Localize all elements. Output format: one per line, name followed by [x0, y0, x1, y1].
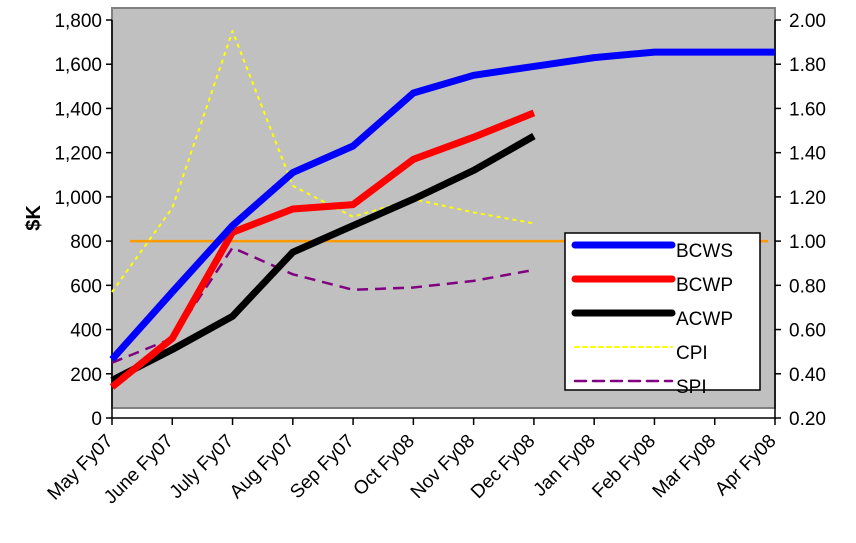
x-tick-label: Aug Fy07 — [226, 431, 298, 503]
x-tick-label: July Fy07 — [166, 431, 238, 503]
y-tick-label: 1,000 — [54, 188, 102, 209]
right-axis: 0.20 0.40 0.60 0.80 1.00 1.20 1.40 1.60 1.80 2.00 — [774, 11, 826, 430]
y2-tick-label: 1.80 — [789, 55, 826, 76]
legend-label-acwp: ACWP — [676, 309, 733, 330]
y-tick-label: 200 — [70, 365, 102, 386]
left-axis: 0 200 400 600 800 1,000 1,200 1,400 1,600 1,800 — [54, 11, 113, 430]
y2-tick-label: 1.00 — [789, 232, 826, 253]
legend-label-spi: SPI — [676, 377, 707, 398]
x-tick-label: Sep Fy07 — [286, 431, 358, 503]
x-tick-label: Nov Fy08 — [407, 431, 479, 503]
y2-tick-label: 1.20 — [789, 188, 826, 209]
y-tick-label: 1,800 — [54, 11, 102, 32]
x-tick-label: Feb Fy08 — [588, 431, 660, 503]
series-line-cpi — [111, 30, 535, 293]
x-tick-label: Mar Fy08 — [649, 431, 721, 503]
legend: BCWS BCWP ACWP CPI SPI — [564, 232, 761, 398]
y-tick-label: 1,200 — [54, 144, 102, 165]
y2-tick-label: 0.20 — [789, 409, 826, 430]
y2-tick-label: 1.40 — [789, 144, 826, 165]
y2-tick-label: 0.80 — [789, 276, 826, 297]
y2-tick-label: 0.60 — [789, 321, 826, 342]
x-tick-label: Jan Fy08 — [530, 431, 600, 501]
x-tick-label: Apr Fy08 — [711, 431, 780, 500]
series-line-bcws — [109, 48, 775, 362]
y-tick-label: 0 — [91, 409, 102, 430]
y-tick-label: 800 — [70, 232, 102, 253]
y2-tick-label: 0.40 — [789, 365, 826, 386]
series-group — [109, 30, 775, 390]
y-tick-label: 400 — [70, 321, 102, 342]
series-line-bcwp — [109, 109, 536, 390]
legend-label-bcws: BCWS — [676, 241, 733, 262]
series-line-spi — [111, 246, 535, 364]
legend-label-bcwp: BCWP — [676, 275, 733, 296]
legend-label-cpi: CPI — [676, 343, 708, 364]
y-tick-label: 1,600 — [54, 55, 102, 76]
y-axis-title: $K — [23, 205, 45, 231]
y2-tick-label: 1.60 — [789, 99, 826, 120]
y-tick-label: 1,400 — [54, 99, 102, 120]
series-line-acwp — [110, 133, 536, 384]
y-tick-label: 600 — [70, 276, 102, 297]
x-tick-label: Dec Fy08 — [467, 431, 539, 503]
y2-tick-label: 2.00 — [789, 11, 826, 32]
